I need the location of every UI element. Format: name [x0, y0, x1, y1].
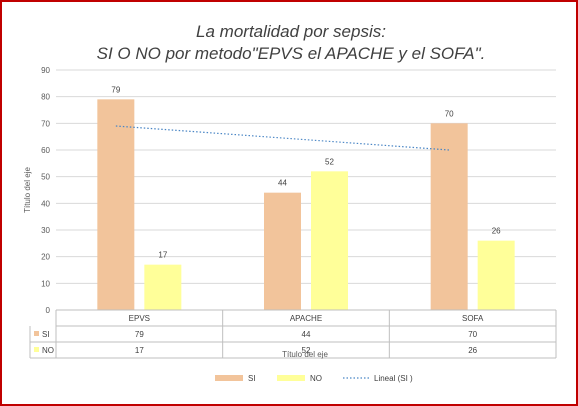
chart-title-line-2: SI O NO por metodo"EPVS el APACHE y el S…	[97, 44, 486, 63]
x-category-label: SOFA	[462, 314, 484, 323]
table-cell: 70	[468, 330, 477, 339]
table-series-key	[34, 331, 39, 336]
table-cell: 52	[302, 346, 311, 355]
table-series-name: NO	[42, 346, 54, 355]
y-tick-label: 30	[41, 226, 50, 235]
y-tick-label: 70	[41, 119, 50, 128]
data-label: 79	[111, 85, 120, 94]
legend-key-no	[277, 375, 305, 381]
y-tick-label: 40	[41, 199, 50, 208]
bar-no-apache	[311, 171, 348, 310]
legend-key-si	[215, 375, 243, 381]
y-tick-label: 90	[41, 66, 50, 75]
x-category-label: APACHE	[290, 314, 322, 323]
table-cell: 17	[135, 346, 144, 355]
chart-title-line-1: La mortalidad por sepsis:	[196, 22, 386, 41]
bar-si-apache	[264, 192, 301, 310]
bar-si-sofa	[430, 123, 468, 310]
y-tick-label: 80	[41, 93, 50, 102]
legend-label: Lineal (SI )	[374, 374, 413, 383]
data-label: 44	[278, 179, 287, 188]
y-tick-label: 0	[46, 306, 51, 315]
table-cell: 26	[468, 346, 477, 355]
data-label: 26	[492, 227, 501, 236]
plot-area: 0 10 20 30 40 50 60 70 80 90 79 17 44 52 70 26 EPVS APACH…	[29, 66, 557, 359]
legend-label: SI	[248, 374, 256, 383]
y-tick-label: 60	[41, 146, 50, 155]
y-tick-label: 50	[41, 173, 50, 182]
table-cell: 79	[135, 330, 144, 339]
data-label: 70	[445, 109, 454, 118]
bar-no-sofa	[477, 240, 515, 310]
table-series-name: SI	[42, 330, 50, 339]
table-series-key	[34, 347, 39, 352]
x-category-label: EPVS	[129, 314, 150, 323]
y-tick-label: 20	[41, 253, 50, 262]
data-label: 52	[325, 157, 334, 166]
x-axis-title: Título del eje	[282, 350, 328, 359]
y-axis-title: Título del eje	[23, 167, 32, 213]
bar-si-epvs	[97, 99, 135, 310]
data-label: 17	[158, 251, 167, 260]
table-cell: 44	[302, 330, 311, 339]
legend-label: NO	[310, 374, 322, 383]
trendline-si	[115, 125, 450, 151]
bar-no-epvs	[144, 264, 182, 310]
legend: SI NO Lineal (SI )	[215, 374, 413, 383]
y-tick-label: 10	[41, 279, 50, 288]
